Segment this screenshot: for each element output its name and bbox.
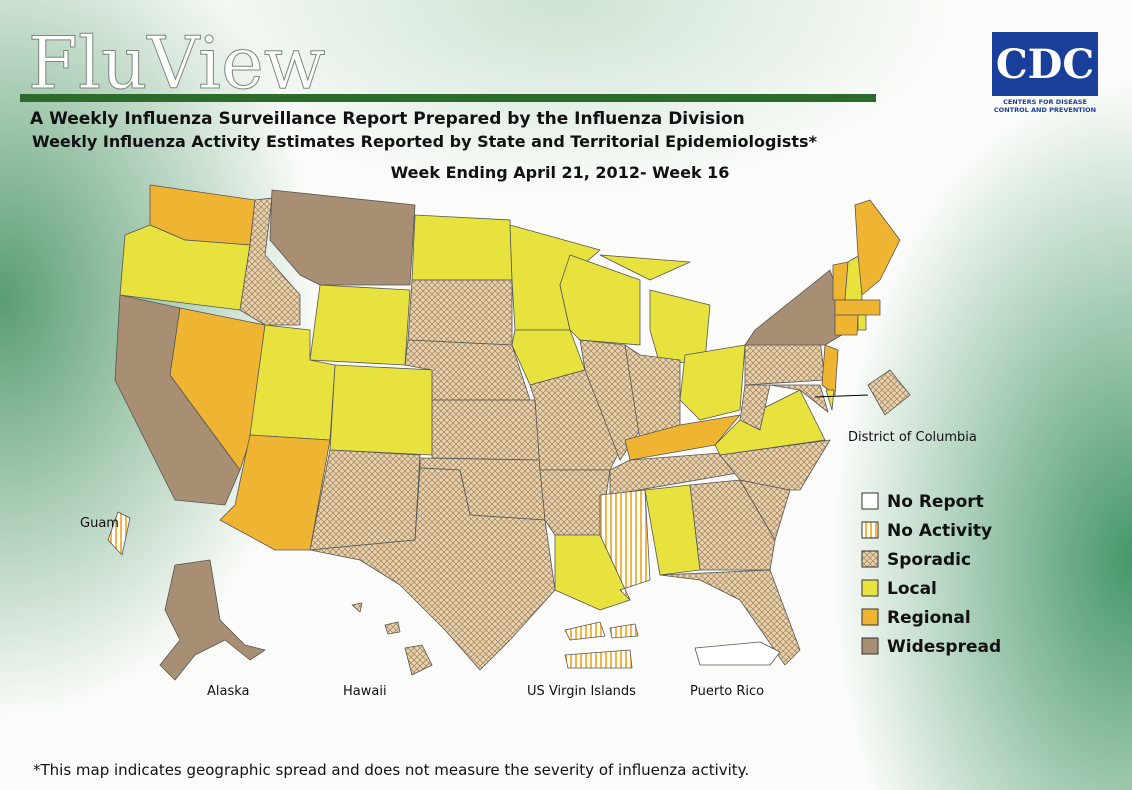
region-shape bbox=[624, 414, 741, 461]
map-label: US Virgin Islands bbox=[527, 684, 636, 699]
legend-label: Widespread bbox=[887, 637, 1001, 657]
week: Week Ending April 21, 2012- Week 16 bbox=[391, 163, 730, 182]
region-shape bbox=[825, 389, 835, 411]
region-shape bbox=[309, 284, 411, 366]
region-shape bbox=[821, 344, 839, 396]
region-shape bbox=[714, 389, 826, 456]
region-shape bbox=[384, 621, 401, 635]
region-shape bbox=[219, 434, 331, 551]
logo-line: CENTERS FOR DISEASE bbox=[1003, 98, 1087, 106]
region-shape bbox=[769, 384, 829, 413]
title-bar bbox=[20, 94, 876, 102]
legend-label: No Report bbox=[887, 492, 984, 512]
region-shape bbox=[834, 299, 881, 316]
region-shape bbox=[857, 314, 867, 331]
region-shape bbox=[107, 511, 131, 556]
subtitle: Weekly Influenza Activity Estimates Repo… bbox=[32, 132, 818, 151]
region-shape bbox=[659, 569, 801, 666]
region-shape bbox=[404, 644, 433, 676]
region-shape bbox=[867, 369, 911, 416]
region-shape bbox=[744, 269, 851, 346]
region-shape bbox=[329, 364, 436, 456]
legend: No Report No Activity Sporadic Local Regiona… bbox=[861, 492, 1001, 657]
region-shape bbox=[309, 467, 556, 671]
map-label: Puerto Rico bbox=[690, 684, 764, 699]
cdc-logo: CDC CENTERS FOR DISEASE CONTROL AND PREV… bbox=[992, 32, 1098, 114]
region-shape bbox=[694, 641, 781, 666]
region-shape bbox=[649, 289, 711, 366]
legend-label: Regional bbox=[887, 608, 971, 628]
region-shape bbox=[564, 649, 633, 669]
legend-swatch bbox=[861, 521, 879, 539]
footnote: *This map indicates geographic spread an… bbox=[33, 761, 749, 779]
title: A Weekly Influenza Surveillance Report P… bbox=[30, 109, 745, 129]
logo-acronym: CDC bbox=[996, 41, 1094, 88]
region-shape bbox=[719, 439, 831, 491]
legend-swatch bbox=[861, 637, 879, 655]
logo-line: CONTROL AND PREVENTION bbox=[994, 106, 1096, 114]
region-shape bbox=[834, 314, 859, 336]
region-shape bbox=[554, 534, 631, 611]
region-shape bbox=[539, 469, 611, 536]
legend-label: Local bbox=[887, 579, 937, 599]
region-shape bbox=[609, 623, 639, 639]
map-label: Alaska bbox=[207, 684, 250, 699]
legend-swatch bbox=[861, 579, 879, 597]
legend-swatch bbox=[861, 550, 879, 568]
legend-swatch bbox=[861, 608, 879, 626]
region-shape bbox=[309, 449, 421, 551]
region-shape bbox=[411, 214, 513, 281]
map-label: District of Columbia bbox=[848, 430, 977, 445]
region-shape bbox=[739, 384, 771, 431]
region-shape bbox=[351, 602, 363, 613]
region-shape bbox=[159, 559, 266, 681]
brand: FluView bbox=[28, 21, 325, 105]
region-shape bbox=[269, 189, 416, 286]
region-shape bbox=[239, 197, 301, 326]
region-shape bbox=[431, 399, 541, 461]
region-shape bbox=[169, 307, 266, 471]
region-shape bbox=[854, 199, 901, 296]
region-shape bbox=[407, 279, 513, 346]
region-shape bbox=[679, 344, 746, 421]
legend-label: Sporadic bbox=[887, 550, 971, 570]
map-label: Hawaii bbox=[343, 684, 387, 699]
map-label: Guam bbox=[80, 516, 119, 531]
legend-label: No Activity bbox=[887, 521, 992, 541]
map bbox=[107, 184, 911, 681]
legend-swatch bbox=[861, 492, 879, 510]
region-shape bbox=[599, 254, 691, 281]
region-shape bbox=[744, 339, 826, 386]
region-shape bbox=[689, 479, 776, 571]
region-shape bbox=[564, 621, 606, 641]
